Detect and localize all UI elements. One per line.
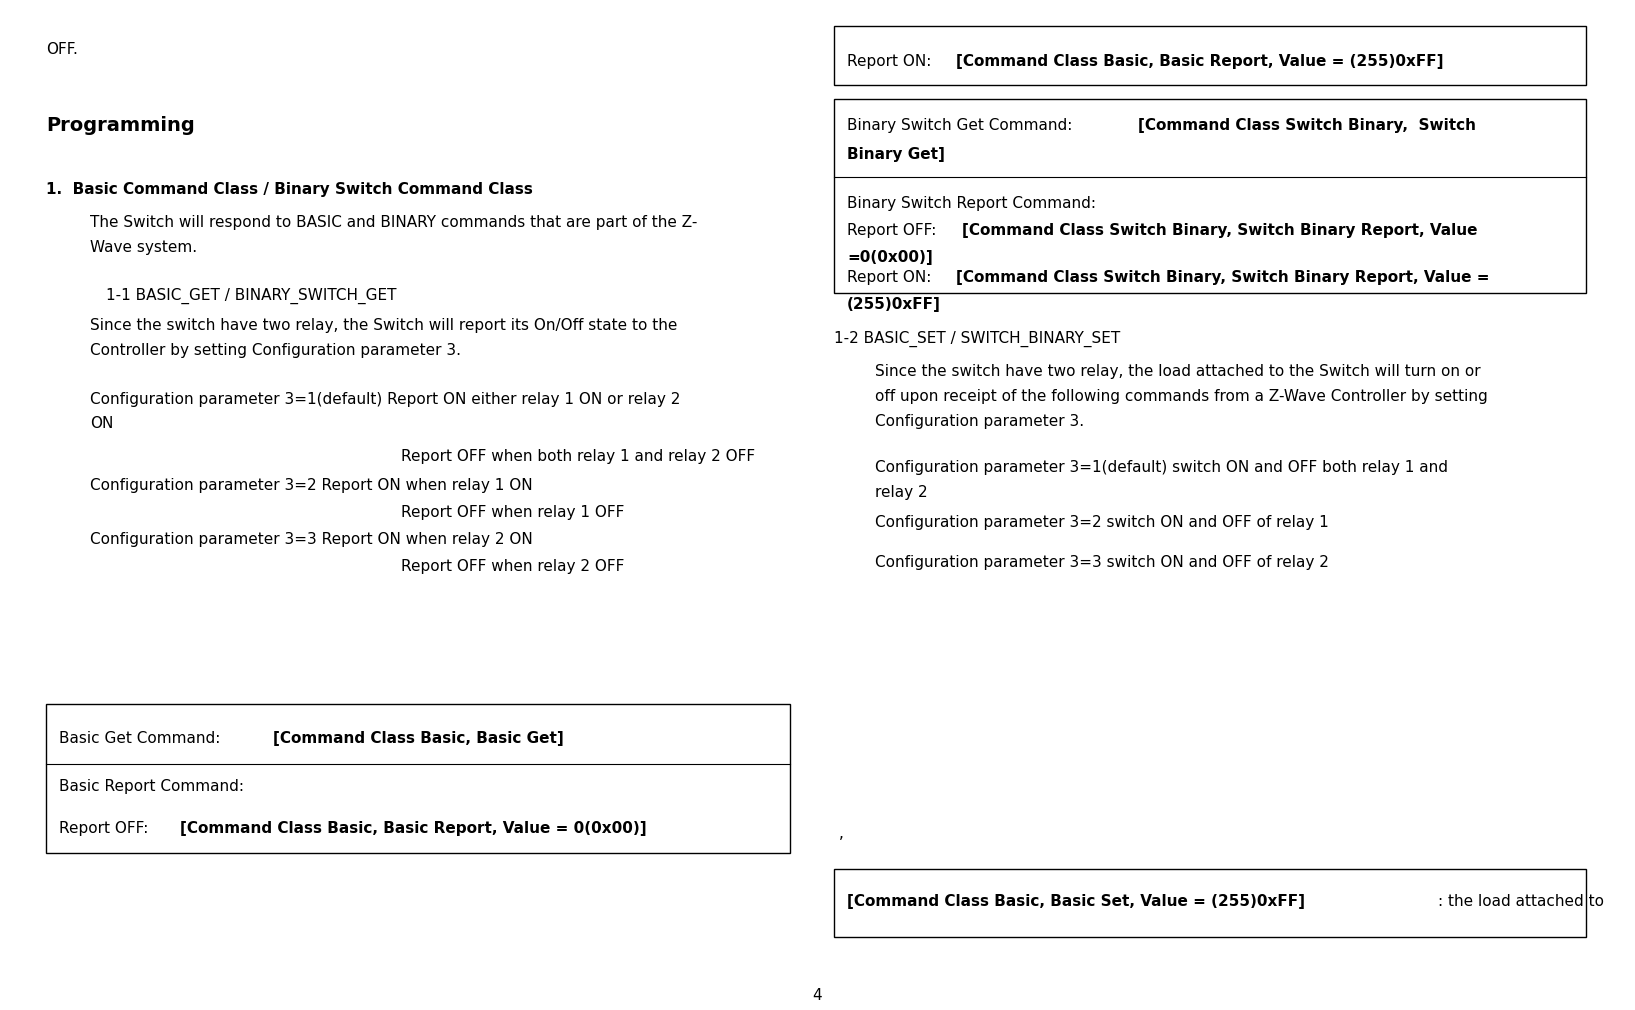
Text: Report ON:: Report ON:	[847, 270, 932, 285]
Text: Binary Switch Get Command:: Binary Switch Get Command:	[847, 118, 1073, 133]
Text: Binary Get]: Binary Get]	[847, 147, 945, 163]
Text: Configuration parameter 3=3 Report ON when relay 2 ON: Configuration parameter 3=3 Report ON wh…	[90, 532, 533, 547]
Text: Configuration parameter 3.: Configuration parameter 3.	[875, 414, 1084, 429]
Text: Basic Get Command:: Basic Get Command:	[59, 731, 226, 745]
Text: Configuration parameter 3=3 switch ON and OFF of relay 2: Configuration parameter 3=3 switch ON an…	[875, 556, 1329, 571]
Text: Since the switch have two relay, the Switch will report its On/Off state to the: Since the switch have two relay, the Swi…	[90, 318, 677, 333]
Text: ,: ,	[839, 826, 844, 841]
Text: Configuration parameter 3=1(default) Report ON either relay 1 ON or relay 2: Configuration parameter 3=1(default) Rep…	[90, 392, 680, 407]
Text: Report OFF when relay 2 OFF: Report OFF when relay 2 OFF	[401, 559, 625, 574]
Text: : the load attached to: : the load attached to	[1437, 894, 1604, 909]
Text: relay 2: relay 2	[875, 485, 927, 500]
Text: Wave system.: Wave system.	[90, 240, 198, 256]
Text: Configuration parameter 3=1(default) switch ON and OFF both relay 1 and: Configuration parameter 3=1(default) swi…	[875, 460, 1447, 475]
Text: [Command Class Basic, Basic Get]: [Command Class Basic, Basic Get]	[273, 731, 564, 745]
Text: [Command Class Basic, Basic Set, Value = (255)0xFF]: [Command Class Basic, Basic Set, Value =…	[847, 894, 1305, 909]
Text: Report OFF:: Report OFF:	[59, 820, 154, 835]
Text: Configuration parameter 3=2 Report ON when relay 1 ON: Configuration parameter 3=2 Report ON wh…	[90, 478, 533, 493]
Text: The Switch will respond to BASIC and BINARY commands that are part of the Z-: The Switch will respond to BASIC and BIN…	[90, 215, 697, 230]
Text: [Command Class Switch Binary,  Switch: [Command Class Switch Binary, Switch	[1138, 118, 1476, 133]
Text: (255)0xFF]: (255)0xFF]	[847, 297, 940, 312]
Text: 4: 4	[813, 988, 822, 1003]
Text: =0(0x00)]: =0(0x00)]	[847, 250, 932, 266]
Text: Configuration parameter 3=2 switch ON and OFF of relay 1: Configuration parameter 3=2 switch ON an…	[875, 515, 1329, 530]
Text: OFF.: OFF.	[46, 42, 77, 58]
Text: [Command Class Basic, Basic Report, Value = 0(0x00)]: [Command Class Basic, Basic Report, Valu…	[180, 820, 647, 835]
Text: off upon receipt of the following commands from a Z-Wave Controller by setting: off upon receipt of the following comman…	[875, 389, 1488, 404]
FancyBboxPatch shape	[834, 869, 1586, 937]
FancyBboxPatch shape	[834, 99, 1586, 293]
Text: 1.  Basic Command Class / Binary Switch Command Class: 1. Basic Command Class / Binary Switch C…	[46, 182, 533, 197]
Text: 1-2 BASIC_SET / SWITCH_BINARY_SET: 1-2 BASIC_SET / SWITCH_BINARY_SET	[834, 331, 1120, 347]
Text: [Command Class Switch Binary, Switch Binary Report, Value =: [Command Class Switch Binary, Switch Bin…	[956, 270, 1489, 285]
Text: Report OFF when both relay 1 and relay 2 OFF: Report OFF when both relay 1 and relay 2…	[401, 449, 755, 465]
Text: [Command Class Basic, Basic Report, Value = (255)0xFF]: [Command Class Basic, Basic Report, Valu…	[956, 54, 1444, 69]
Text: Controller by setting Configuration parameter 3.: Controller by setting Configuration para…	[90, 343, 461, 359]
Text: Report OFF:: Report OFF:	[847, 223, 937, 238]
Text: [Command Class Switch Binary, Switch Binary Report, Value: [Command Class Switch Binary, Switch Bin…	[963, 223, 1478, 238]
Text: 1-1 BASIC_GET / BINARY_SWITCH_GET: 1-1 BASIC_GET / BINARY_SWITCH_GET	[106, 288, 397, 304]
FancyBboxPatch shape	[834, 26, 1586, 85]
Text: Report ON:: Report ON:	[847, 54, 932, 69]
Text: Binary Switch Report Command:: Binary Switch Report Command:	[847, 196, 1095, 211]
Text: Basic Report Command:: Basic Report Command:	[59, 779, 244, 794]
Text: Report OFF when relay 1 OFF: Report OFF when relay 1 OFF	[401, 505, 625, 520]
FancyBboxPatch shape	[46, 704, 790, 853]
Text: ON: ON	[90, 416, 113, 431]
Text: Since the switch have two relay, the load attached to the Switch will turn on or: Since the switch have two relay, the loa…	[875, 364, 1480, 379]
Text: Programming: Programming	[46, 116, 195, 135]
